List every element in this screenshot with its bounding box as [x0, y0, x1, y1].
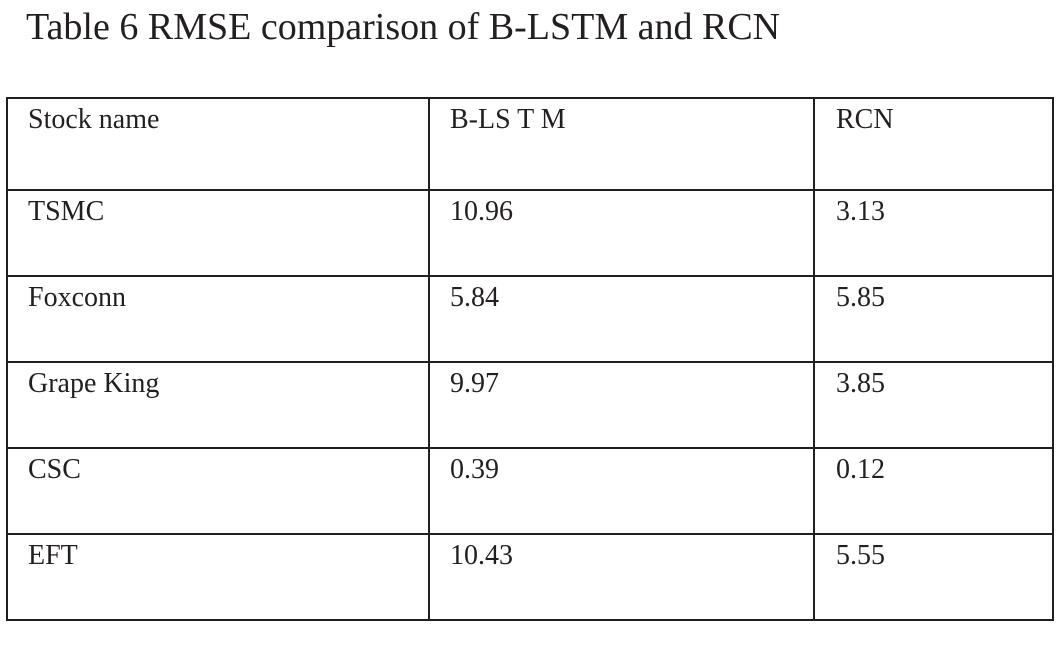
- table-row: TSMC 10.96 3.13: [6, 189, 1054, 277]
- stock-name-cell: Foxconn: [6, 275, 430, 363]
- stock-name-cell: EFT: [6, 533, 430, 621]
- stock-name-cell: TSMC: [6, 189, 430, 277]
- rcn-value-cell: 3.85: [813, 361, 1054, 449]
- b-lstm-value-cell: 5.84: [428, 275, 815, 363]
- header-rcn: RCN: [813, 97, 1054, 191]
- table-row: CSC 0.39 0.12: [6, 447, 1054, 535]
- rcn-value-cell: 0.12: [813, 447, 1054, 535]
- table-row: Foxconn 5.84 5.85: [6, 275, 1054, 363]
- b-lstm-value-cell: 10.43: [428, 533, 815, 621]
- stock-name-cell: CSC: [6, 447, 430, 535]
- header-b-lstm: B-LS T M: [428, 97, 815, 191]
- rcn-value-cell: 3.13: [813, 189, 1054, 277]
- b-lstm-value-cell: 0.39: [428, 447, 815, 535]
- rcn-value-cell: 5.55: [813, 533, 1054, 621]
- rmse-table: Stock name B-LS T M RCN TSMC 10.96 3.13 …: [6, 97, 1054, 621]
- header-stock-name: Stock name: [6, 97, 430, 191]
- b-lstm-value-cell: 10.96: [428, 189, 815, 277]
- stock-name-cell: Grape King: [6, 361, 430, 449]
- table-row: Grape King 9.97 3.85: [6, 361, 1054, 449]
- table-row: EFT 10.43 5.55: [6, 533, 1054, 621]
- table-caption: Table 6 RMSE comparison of B-LSTM and RC…: [26, 6, 781, 48]
- rcn-value-cell: 5.85: [813, 275, 1054, 363]
- b-lstm-value-cell: 9.97: [428, 361, 815, 449]
- table-header-row: Stock name B-LS T M RCN: [6, 97, 1054, 191]
